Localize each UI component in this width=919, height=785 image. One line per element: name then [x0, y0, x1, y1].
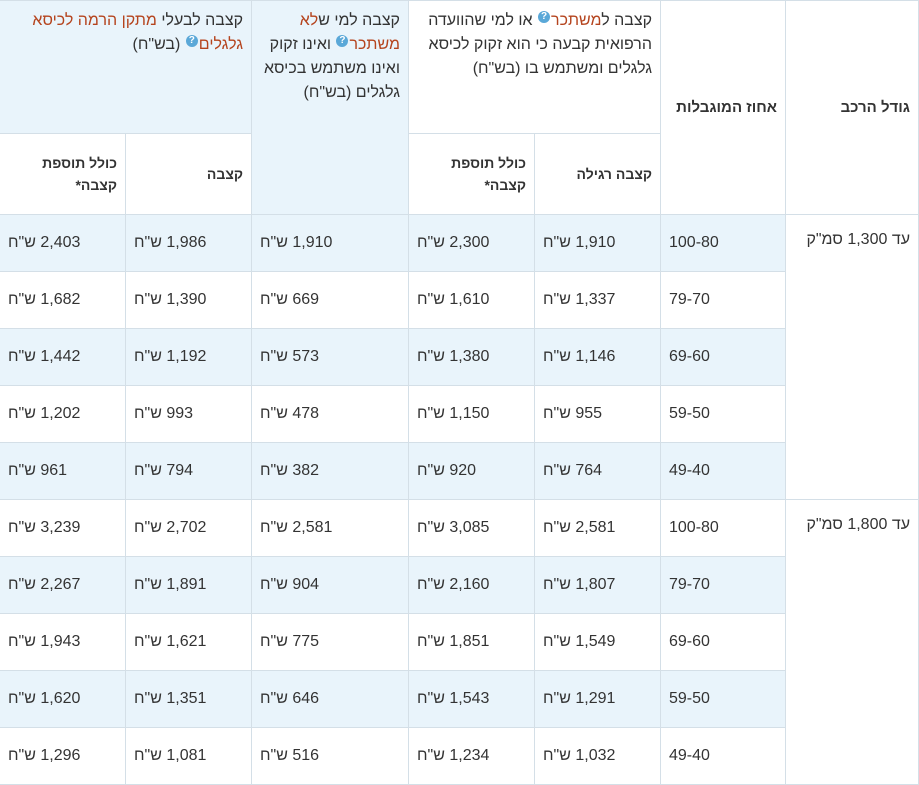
percent-cell: 79-70: [660, 556, 786, 614]
lift-cell: 794 ש"ח: [125, 442, 252, 500]
percent-cell: 59-50: [660, 670, 786, 728]
lift-cell: 1,081 ש"ח: [125, 727, 252, 785]
regular-cell: 955 ש"ח: [534, 385, 661, 443]
non-earner-cell: 2,581 ש"ח: [251, 499, 409, 557]
header-non-earner-suffix: ואינו זקוק ואינו משתמש בכיסא גלגלים (בש"…: [263, 36, 400, 101]
regular-plus-cell: 2,300 ש"ח: [408, 214, 535, 272]
table-row: 69-60 1,549 ש"ח 1,851 ש"ח 775 ש"ח 1,621 …: [0, 613, 919, 671]
regular-plus-cell: 1,610 ש"ח: [408, 271, 535, 329]
lift-plus-cell: 1,202 ש"ח: [0, 385, 126, 443]
header-lift-group: קצבה לבעלי מתקן הרמה לכיסא גלגלים? (בש"ח…: [0, 0, 252, 134]
lift-link[interactable]: מתקן הרמה לכיסא גלגלים: [32, 12, 243, 53]
regular-cell: 1,807 ש"ח: [534, 556, 661, 614]
lift-cell: 1,390 ש"ח: [125, 271, 252, 329]
header-lift-allowance: קצבה: [125, 133, 252, 215]
lift-cell: 993 ש"ח: [125, 385, 252, 443]
lift-cell: 2,702 ש"ח: [125, 499, 252, 557]
table-row: 69-60 1,146 ש"ח 1,380 ש"ח 573 ש"ח 1,192 …: [0, 328, 919, 386]
percent-cell: 69-60: [660, 328, 786, 386]
lift-cell: 1,621 ש"ח: [125, 613, 252, 671]
lift-plus-cell: 2,403 ש"ח: [0, 214, 126, 272]
header-vehicle-size: גודל הרכב: [785, 0, 919, 215]
table-row: 49-40 1,032 ש"ח 1,234 ש"ח 516 ש"ח 1,081 …: [0, 727, 919, 785]
header-mobility-percent: אחוז המוגבלות: [660, 0, 786, 215]
header-earner-group: קצבה למשתכר? או למי שהוועדה הרפואית קבעה…: [408, 0, 661, 134]
regular-cell: 2,581 ש"ח: [534, 499, 661, 557]
header-earner-suffix: או למי שהוועדה הרפואית קבעה כי הוא זקוק …: [428, 12, 652, 77]
header-non-earner-prefix: קצבה למי ש: [318, 12, 400, 29]
regular-plus-cell: 3,085 ש"ח: [408, 499, 535, 557]
header-lift-prefix: קצבה לבעלי: [156, 12, 243, 29]
lift-plus-cell: 3,239 ש"ח: [0, 499, 126, 557]
non-earner-cell: 904 ש"ח: [251, 556, 409, 614]
table-row: 49-40 764 ש"ח 920 ש"ח 382 ש"ח 794 ש"ח 96…: [0, 442, 919, 500]
lift-plus-cell: 1,296 ש"ח: [0, 727, 126, 785]
percent-cell: 79-70: [660, 271, 786, 329]
regular-cell: 1,337 ש"ח: [534, 271, 661, 329]
header-non-earner-group: קצבה למי שלא משתכר? ואינו זקוק ואינו משת…: [251, 0, 409, 215]
regular-cell: 1,549 ש"ח: [534, 613, 661, 671]
lift-cell: 1,351 ש"ח: [125, 670, 252, 728]
lift-plus-cell: 2,267 ש"ח: [0, 556, 126, 614]
question-circle-icon[interactable]: ?: [185, 34, 198, 47]
non-earner-cell: 382 ש"ח: [251, 442, 409, 500]
header-earner-prefix: קצבה ל: [601, 12, 652, 29]
percent-cell: 100-80: [660, 499, 786, 557]
regular-plus-cell: 1,150 ש"ח: [408, 385, 535, 443]
header-lift-incl-supplement: כולל תוספת קצבה*: [0, 133, 126, 215]
header-regular-allowance: קצבה רגילה: [534, 133, 661, 215]
earner-link[interactable]: משתכר: [551, 12, 602, 29]
percent-cell: 49-40: [660, 442, 786, 500]
table-row: 79-70 1,337 ש"ח 1,610 ש"ח 669 ש"ח 1,390 …: [0, 271, 919, 329]
regular-plus-cell: 1,851 ש"ח: [408, 613, 535, 671]
regular-cell: 1,291 ש"ח: [534, 670, 661, 728]
regular-plus-cell: 1,234 ש"ח: [408, 727, 535, 785]
vehicle-size-cell: עד 1,800 סמ"ק: [785, 499, 919, 785]
non-earner-link[interactable]: לא משתכר: [299, 12, 400, 53]
lift-cell: 1,891 ש"ח: [125, 556, 252, 614]
table-row: 59-50 1,291 ש"ח 1,543 ש"ח 646 ש"ח 1,351 …: [0, 670, 919, 728]
non-earner-cell: 646 ש"ח: [251, 670, 409, 728]
percent-cell: 100-80: [660, 214, 786, 272]
lift-plus-cell: 961 ש"ח: [0, 442, 126, 500]
lift-plus-cell: 1,943 ש"ח: [0, 613, 126, 671]
non-earner-cell: 573 ש"ח: [251, 328, 409, 386]
percent-cell: 49-40: [660, 727, 786, 785]
lift-plus-cell: 1,682 ש"ח: [0, 271, 126, 329]
non-earner-cell: 516 ש"ח: [251, 727, 409, 785]
percent-cell: 69-60: [660, 613, 786, 671]
question-circle-icon[interactable]: ?: [538, 10, 551, 23]
regular-plus-cell: 920 ש"ח: [408, 442, 535, 500]
regular-cell: 1,032 ש"ח: [534, 727, 661, 785]
regular-cell: 764 ש"ח: [534, 442, 661, 500]
regular-cell: 1,910 ש"ח: [534, 214, 661, 272]
non-earner-cell: 1,910 ש"ח: [251, 214, 409, 272]
regular-plus-cell: 1,543 ש"ח: [408, 670, 535, 728]
header-incl-supplement: כולל תוספת קצבה*: [408, 133, 535, 215]
lift-cell: 1,192 ש"ח: [125, 328, 252, 386]
lift-plus-cell: 1,442 ש"ח: [0, 328, 126, 386]
header-lift-suffix: (בש"ח): [132, 36, 185, 53]
lift-cell: 1,986 ש"ח: [125, 214, 252, 272]
table-row: עד 1,300 סמ"ק 100-80 1,910 ש"ח 2,300 ש"ח…: [0, 214, 919, 500]
table-row: עד 1,800 סמ"ק 100-80 2,581 ש"ח 3,085 ש"ח…: [0, 499, 919, 785]
table-row: 59-50 955 ש"ח 1,150 ש"ח 478 ש"ח 993 ש"ח …: [0, 385, 919, 443]
vehicle-size-cell: עד 1,300 סמ"ק: [785, 214, 919, 500]
regular-plus-cell: 1,380 ש"ח: [408, 328, 535, 386]
regular-cell: 1,146 ש"ח: [534, 328, 661, 386]
non-earner-cell: 669 ש"ח: [251, 271, 409, 329]
regular-plus-cell: 2,160 ש"ח: [408, 556, 535, 614]
non-earner-cell: 478 ש"ח: [251, 385, 409, 443]
non-earner-cell: 775 ש"ח: [251, 613, 409, 671]
lift-plus-cell: 1,620 ש"ח: [0, 670, 126, 728]
question-circle-icon[interactable]: ?: [336, 34, 349, 47]
table-row: 79-70 1,807 ש"ח 2,160 ש"ח 904 ש"ח 1,891 …: [0, 556, 919, 614]
percent-cell: 59-50: [660, 385, 786, 443]
